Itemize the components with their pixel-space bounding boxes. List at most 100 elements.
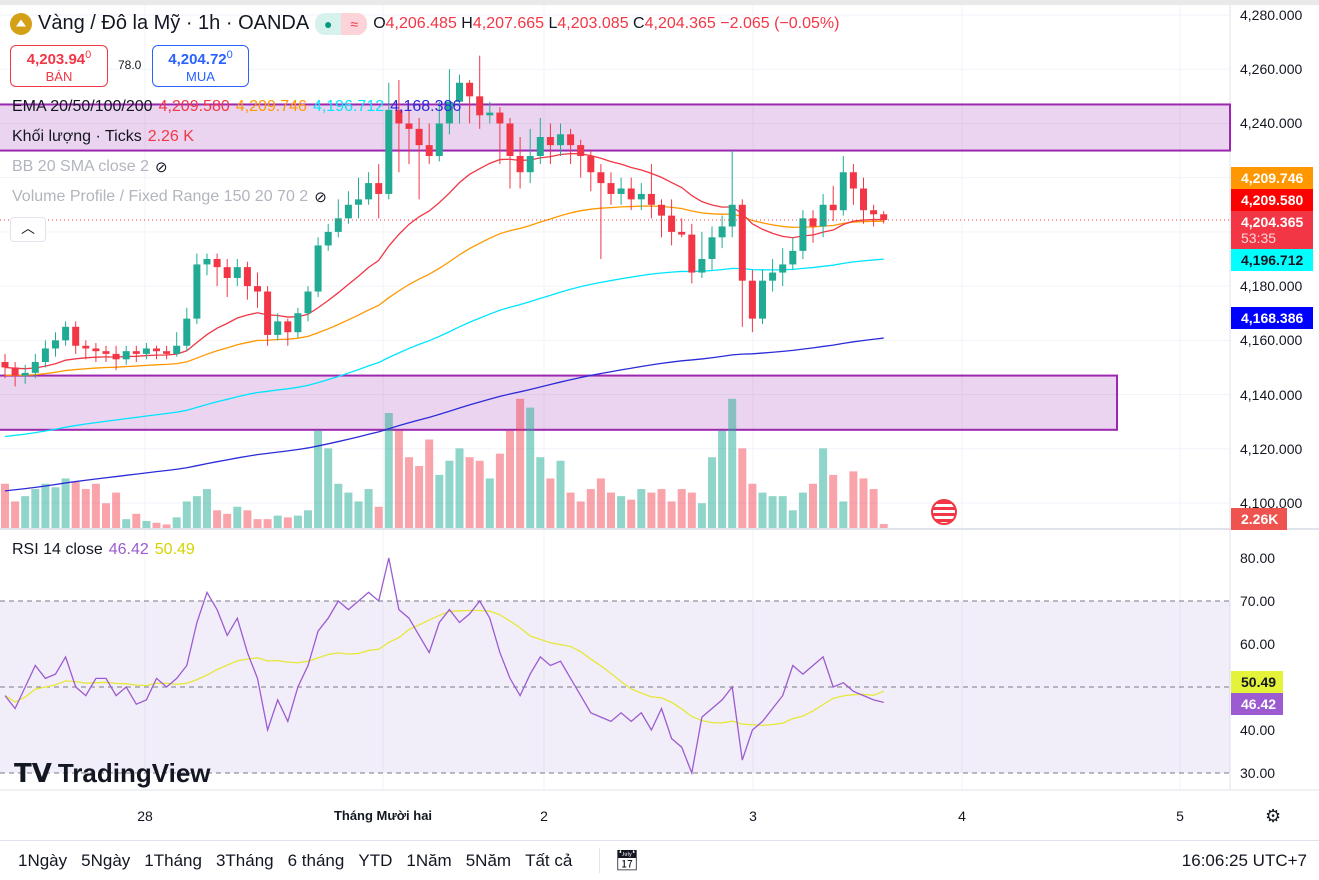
price-axis-label: 4,180.000 (1240, 278, 1303, 295)
volume-bar (253, 519, 262, 528)
volume-profile-legend[interactable]: Volume Profile / Fixed Range 150 20 70 2… (12, 188, 327, 206)
market-open-dot-icon: ● (315, 12, 342, 35)
date-range-calendar-icon[interactable]: 📅︎ (599, 848, 640, 873)
volume-bar (819, 448, 828, 528)
rsi-axis-label: 70.00 (1240, 593, 1276, 609)
collapse-legend-button[interactable]: ︿ (10, 217, 46, 242)
window-top-border (0, 0, 1319, 5)
ema20-price-badge: 4,209.580 (1231, 189, 1313, 211)
volume-bar (546, 478, 555, 528)
bb-legend[interactable]: BB 20 SMA close 2 ⊘ (12, 158, 168, 176)
range-1d[interactable]: 1Ngày (18, 850, 68, 870)
candle-body (708, 237, 716, 259)
buy-button[interactable]: 4,204.720 MUA (152, 45, 249, 87)
range-1y[interactable]: 1Năm (406, 850, 452, 870)
volume-bar (586, 489, 595, 528)
candle-body (567, 134, 575, 146)
volume-bar (172, 517, 181, 528)
range-5y[interactable]: 5Năm (465, 850, 512, 870)
market-status-pill[interactable]: ● ≈ (315, 12, 368, 35)
volume-bar (31, 489, 40, 528)
range-3m[interactable]: 3Tháng (215, 850, 274, 870)
price-axis-label: 4,260.000 (1240, 61, 1303, 78)
volume-bar (21, 496, 30, 528)
volume-bar (617, 496, 626, 528)
candle-body (395, 109, 403, 124)
range-5d[interactable]: 5Ngày (81, 850, 131, 870)
volume-bar (263, 519, 272, 528)
candle-body (132, 351, 140, 354)
candle-body (516, 155, 524, 173)
candle-body (415, 128, 423, 146)
rsi-legend[interactable]: RSI 14 close 46.42 50.49 (12, 541, 195, 558)
volume-bar (495, 453, 504, 528)
candle-body (809, 218, 817, 227)
candle-body (486, 112, 494, 116)
hidden-eye-icon[interactable]: ⊘ (314, 189, 327, 206)
volume-bar (11, 501, 20, 528)
volume-bar (273, 515, 282, 528)
range-6m[interactable]: 6 tháng (287, 850, 345, 870)
ema-legend[interactable]: EMA 20/50/100/200 4,209.580 4,209.746 4,196… (12, 98, 462, 115)
volume-bar (354, 501, 363, 528)
candle-body (153, 348, 160, 352)
symbol-legend[interactable]: Vàng / Đô la Mỹ · 1h · OANDA ● ≈ O4,206.4… (10, 12, 839, 35)
price-axis-label: 4,240.000 (1240, 115, 1303, 132)
rsi-axis-label: 80.00 (1240, 550, 1276, 566)
candle-body (163, 351, 171, 354)
volume-bar (394, 430, 403, 528)
clock-timezone[interactable]: 16:06:25 UTC+7 (1181, 850, 1307, 870)
delayed-data-icon: ≈ (341, 12, 368, 35)
volume-bar (667, 501, 676, 528)
volume-bar (768, 496, 777, 528)
candle-body (405, 123, 413, 129)
volume-bar (455, 448, 464, 528)
candle-body (738, 204, 746, 281)
time-label: 3 (749, 808, 757, 824)
candle-body (759, 280, 766, 319)
volume-bar (677, 489, 686, 528)
candle-body (647, 193, 655, 205)
candle-body (698, 259, 706, 273)
candle-body (476, 96, 484, 116)
volume-bar (223, 513, 232, 528)
volume-bar (213, 510, 222, 528)
volume-legend[interactable]: Khối lượng · Ticks 2.26 K (12, 128, 194, 145)
range-ytd[interactable]: YTD (358, 850, 393, 870)
candle-body (82, 345, 90, 349)
volume-bar (556, 460, 565, 528)
symbol-title[interactable]: Vàng / Đô la Mỹ · 1h · OANDA (38, 12, 310, 34)
volume-bar (283, 517, 292, 528)
ema100-price-badge: 4,196.712 (1231, 249, 1313, 271)
volume-bar (748, 483, 757, 528)
candle-body (142, 348, 150, 354)
candle-body (688, 234, 696, 273)
volume-bar (596, 478, 605, 528)
volume-bar (1, 483, 9, 528)
volume-bar (879, 523, 888, 528)
hidden-eye-icon[interactable]: ⊘ (154, 159, 168, 176)
tradingview-logo[interactable]: 𝗧𝗩 TradingView (14, 758, 211, 788)
settings-gear-icon[interactable]: ⚙ (1265, 806, 1282, 826)
rsi-line (4, 557, 884, 776)
candle-body (466, 82, 474, 97)
rsi-signal-badge: 50.49 (1231, 671, 1283, 693)
chart-canvas[interactable] (0, 0, 1319, 840)
rsi-value-badge: 46.42 (1231, 693, 1283, 715)
candle-body (860, 188, 867, 211)
volume-bar (758, 492, 767, 528)
volume-bar (102, 503, 110, 528)
price-axis-label: 4,140.000 (1240, 386, 1303, 403)
sell-button[interactable]: 4,203.940 BÁN (10, 45, 108, 87)
us-flag-event-icon[interactable] (931, 499, 957, 525)
volume-bar (536, 457, 545, 528)
volume-bar (778, 496, 787, 528)
volume-bar (445, 460, 454, 528)
time-label: 28 (137, 808, 153, 824)
candle-body (41, 348, 49, 363)
volume-bar (112, 492, 121, 528)
volume-bar (334, 483, 343, 528)
volume-bar (788, 510, 797, 528)
range-all[interactable]: Tất cả (525, 850, 573, 870)
range-1m[interactable]: 1Tháng (144, 850, 202, 870)
